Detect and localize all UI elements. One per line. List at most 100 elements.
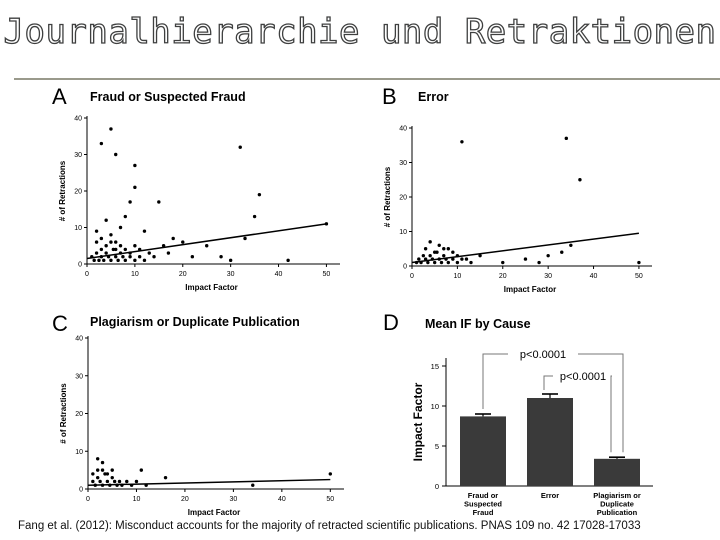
data-point bbox=[133, 244, 137, 248]
x-tick-label: 0 bbox=[410, 273, 414, 280]
data-point bbox=[95, 457, 100, 461]
y-tick-label: 30 bbox=[399, 160, 407, 167]
data-point bbox=[105, 479, 110, 484]
data-point bbox=[142, 258, 147, 263]
data-point bbox=[99, 236, 104, 241]
data-point bbox=[478, 253, 482, 258]
data-point bbox=[95, 468, 100, 472]
y-tick-label: 10 bbox=[399, 229, 407, 236]
data-point bbox=[134, 479, 139, 484]
data-point bbox=[110, 468, 114, 472]
data-point bbox=[114, 255, 118, 259]
x-tick-label: 30 bbox=[544, 273, 552, 280]
data-point bbox=[328, 472, 333, 476]
panel-letter: B bbox=[382, 84, 397, 109]
data-point bbox=[123, 258, 128, 263]
data-point bbox=[137, 255, 142, 259]
data-point bbox=[546, 253, 550, 258]
data-point bbox=[163, 475, 168, 480]
y-tick-label: 30 bbox=[74, 152, 82, 159]
x-tick-label: 30 bbox=[227, 271, 235, 278]
data-point bbox=[501, 260, 505, 265]
data-point bbox=[205, 244, 209, 248]
data-point bbox=[133, 258, 137, 263]
data-point bbox=[109, 258, 113, 263]
citation: Fang et al. (2012): Misconduct accounts … bbox=[18, 520, 641, 532]
data-point bbox=[560, 250, 564, 254]
x-tick-label: 50 bbox=[323, 271, 331, 278]
y-tick-label: 10 bbox=[74, 225, 82, 232]
data-point bbox=[121, 255, 125, 259]
trend-line bbox=[87, 478, 331, 486]
data-point bbox=[428, 253, 432, 258]
data-point bbox=[190, 255, 195, 259]
data-point bbox=[421, 253, 426, 258]
data-point bbox=[133, 163, 137, 168]
x-tick-label: 10 bbox=[131, 271, 139, 278]
data-point bbox=[94, 240, 99, 244]
data-point bbox=[437, 243, 441, 247]
data-point bbox=[100, 460, 105, 465]
data-point bbox=[523, 257, 528, 261]
data-point bbox=[423, 247, 428, 251]
data-point bbox=[238, 145, 242, 149]
category-label: Plagiarism or bbox=[593, 491, 641, 500]
data-point bbox=[251, 483, 255, 487]
x-tick-label: 0 bbox=[85, 271, 89, 278]
significance-bracket bbox=[482, 353, 508, 409]
data-point bbox=[123, 214, 128, 219]
data-point bbox=[451, 250, 455, 254]
data-point bbox=[109, 240, 113, 244]
data-point bbox=[460, 140, 464, 144]
data-point bbox=[111, 247, 116, 252]
x-tick-label: 30 bbox=[229, 496, 237, 503]
data-point bbox=[578, 178, 582, 182]
data-point bbox=[104, 244, 108, 248]
data-point bbox=[286, 258, 290, 263]
trend-line bbox=[86, 223, 327, 260]
data-point bbox=[455, 260, 460, 265]
data-point bbox=[460, 257, 464, 261]
data-point bbox=[564, 136, 569, 141]
data-point bbox=[105, 472, 110, 476]
data-point bbox=[142, 229, 147, 233]
p-value-label: p<0.0001 bbox=[520, 349, 566, 361]
data-point bbox=[99, 141, 104, 146]
x-tick-label: 20 bbox=[499, 273, 507, 280]
data-point bbox=[123, 247, 128, 252]
panel-letter: A bbox=[52, 84, 67, 109]
data-point bbox=[426, 260, 430, 265]
panel-letter: D bbox=[383, 310, 399, 335]
x-tick-label: 20 bbox=[181, 496, 189, 503]
data-point bbox=[102, 258, 106, 263]
trend-line bbox=[411, 232, 640, 264]
y-tick-label: 0 bbox=[435, 482, 439, 491]
data-point bbox=[133, 185, 137, 190]
data-point bbox=[128, 200, 132, 204]
y-tick-label: 40 bbox=[75, 336, 83, 343]
p-value-label: p<0.0001 bbox=[560, 371, 606, 383]
x-axis-label: Impact Factor bbox=[504, 285, 556, 294]
y-tick-label: 10 bbox=[75, 449, 83, 456]
data-point bbox=[171, 236, 175, 241]
category-label: Duplicate bbox=[600, 500, 634, 509]
y-tick-label: 40 bbox=[74, 116, 82, 123]
data-point bbox=[152, 255, 156, 259]
category-label: Fraud bbox=[473, 508, 494, 517]
data-point bbox=[428, 240, 432, 244]
y-tick-label: 15 bbox=[431, 362, 439, 371]
y-tick-label: 0 bbox=[79, 487, 83, 494]
y-tick-label: 30 bbox=[75, 373, 83, 380]
data-point bbox=[91, 479, 95, 484]
data-point bbox=[446, 260, 451, 265]
x-tick-label: 50 bbox=[635, 273, 643, 280]
y-tick-label: 20 bbox=[399, 195, 407, 202]
data-point bbox=[432, 250, 437, 254]
data-point bbox=[114, 152, 118, 157]
data-point bbox=[451, 257, 455, 261]
x-tick-label: 40 bbox=[590, 273, 598, 280]
x-tick-label: 0 bbox=[86, 496, 90, 503]
data-point bbox=[118, 225, 123, 230]
data-point bbox=[257, 192, 262, 197]
